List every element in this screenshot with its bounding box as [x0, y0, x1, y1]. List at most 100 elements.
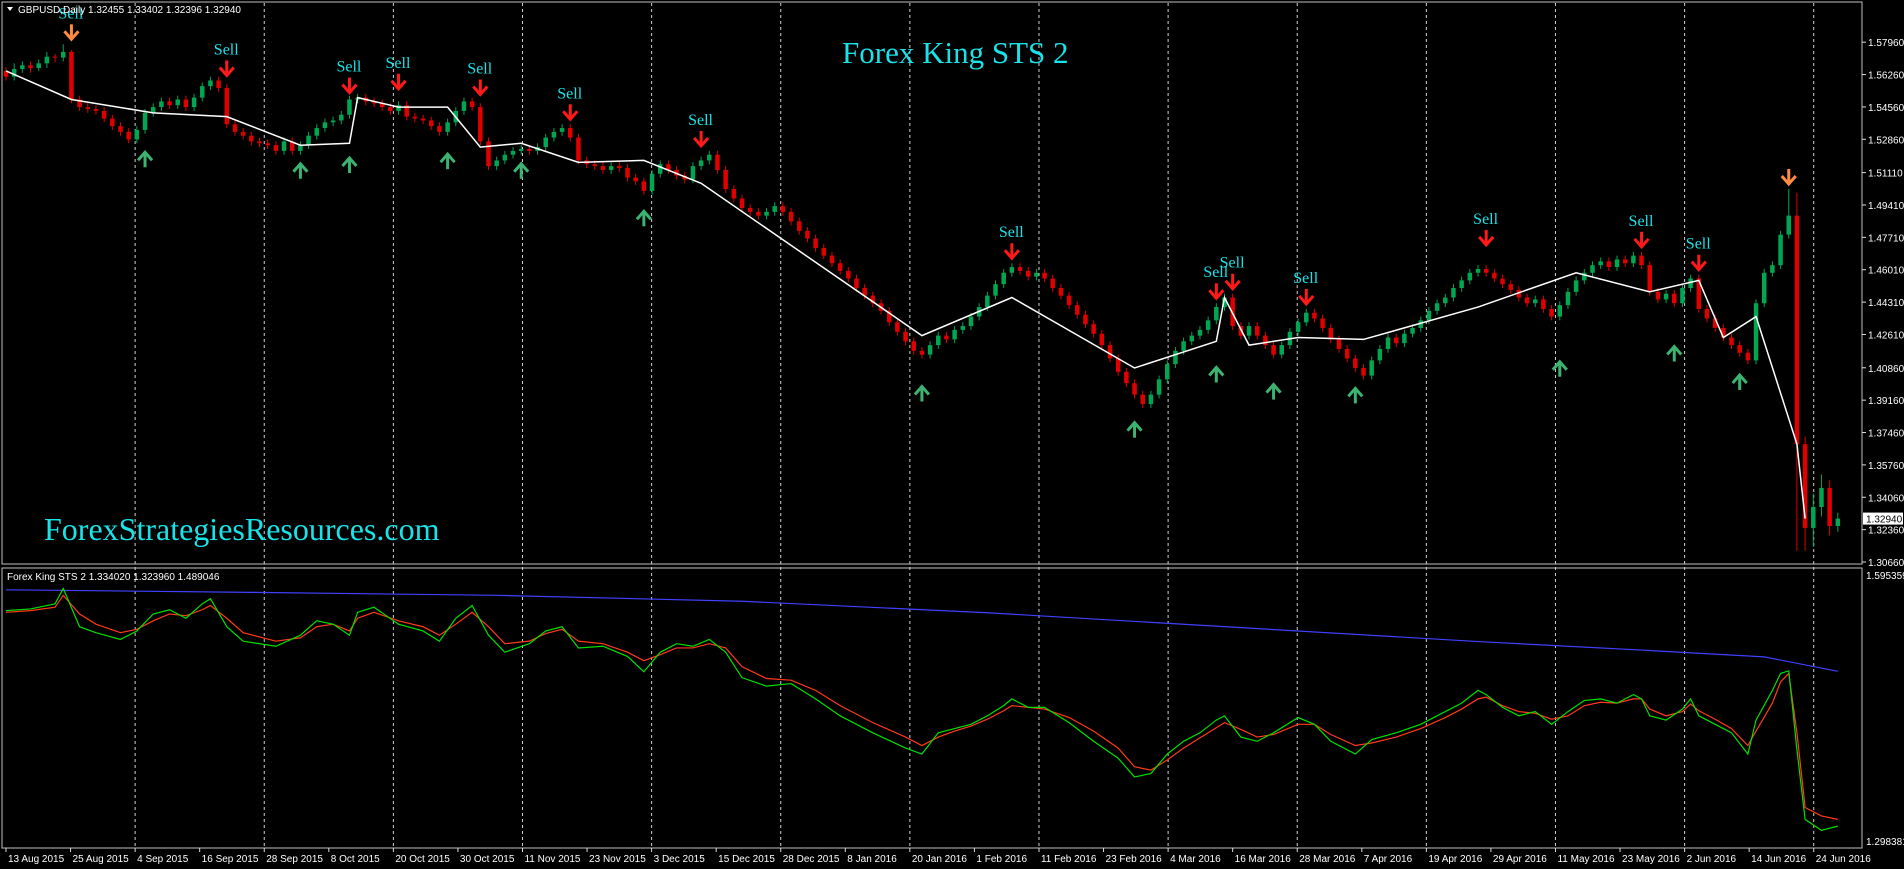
- sell-arrow-icon: [692, 130, 710, 149]
- x-tick-label: 23 May 2016: [1622, 854, 1680, 865]
- sell-arrow-icon: [218, 60, 235, 78]
- watermark: ForexStrategiesResources.com: [44, 511, 440, 547]
- candle: [232, 120, 238, 136]
- y-tick-label: 1.44310: [1868, 298, 1904, 309]
- candle: [249, 131, 254, 146]
- sell-label: Sell: [214, 41, 239, 58]
- x-tick-label: 4 Mar 2016: [1170, 854, 1221, 865]
- candle: [1819, 474, 1824, 517]
- x-tick-label: 28 Mar 2016: [1299, 854, 1356, 865]
- sell-arrow-icon: [1208, 283, 1225, 301]
- candle: [1631, 251, 1636, 268]
- candle: [494, 156, 499, 170]
- candle: [1745, 348, 1751, 365]
- candle: [1320, 314, 1325, 332]
- candle: [1827, 480, 1832, 536]
- x-tick-label: 14 Jun 2016: [1751, 854, 1806, 865]
- candle: [1164, 360, 1170, 384]
- candle: [20, 61, 25, 73]
- candle: [289, 137, 295, 155]
- candle: [927, 341, 933, 359]
- candle: [339, 110, 344, 125]
- candle: [1042, 268, 1047, 283]
- sell-label: Sell: [1629, 213, 1654, 230]
- candle: [134, 126, 140, 144]
- candle: [518, 145, 524, 155]
- candle: [1344, 345, 1350, 363]
- candle: [780, 202, 786, 216]
- candle: [903, 327, 908, 346]
- candle: [911, 337, 916, 355]
- candle: [649, 169, 655, 195]
- candle: [772, 202, 777, 216]
- candle: [306, 131, 311, 150]
- y-tick-label: 1.56260: [1868, 71, 1904, 82]
- candle: [1573, 276, 1579, 296]
- candle: [952, 326, 957, 344]
- candle: [1467, 268, 1473, 285]
- candle: [1614, 255, 1620, 271]
- sell-arrow-icon: [562, 104, 579, 122]
- candle: [1729, 333, 1734, 349]
- candle: [1385, 333, 1391, 353]
- candle: [1434, 299, 1440, 315]
- candle: [682, 171, 688, 184]
- candle: [1672, 289, 1677, 308]
- candle: [1271, 341, 1276, 359]
- sell-arrow-icon: [1003, 243, 1020, 261]
- candle: [543, 133, 548, 151]
- candle: [420, 114, 426, 125]
- buy-arrow-icon: [1731, 372, 1748, 391]
- candle: [559, 124, 565, 136]
- candle: [1737, 341, 1742, 357]
- candle: [666, 160, 671, 174]
- candle: [1786, 188, 1792, 239]
- candle: [944, 331, 949, 344]
- candle: [723, 166, 728, 193]
- candle: [52, 53, 58, 63]
- y-tick-label: 1.52860: [1868, 135, 1904, 146]
- candle: [870, 291, 876, 308]
- y-tick-label: 1.37460: [1868, 429, 1904, 440]
- candle: [641, 177, 647, 195]
- candle: [167, 97, 172, 110]
- current-price-label: 1.32940: [1866, 515, 1903, 526]
- candle: [608, 162, 614, 174]
- candles: [3, 44, 1841, 551]
- sell-arrow-icon: [472, 79, 489, 97]
- candle: [298, 141, 303, 155]
- sell-arrow-icon: [390, 73, 407, 92]
- candle: [330, 116, 336, 127]
- candle: [1066, 291, 1072, 309]
- sell-label: Sell: [1293, 270, 1318, 287]
- candle: [1025, 267, 1031, 281]
- candle: [1156, 375, 1162, 399]
- sell-label: Sell: [58, 5, 83, 22]
- y-tick-label: 1.47710: [1868, 233, 1904, 244]
- sell-arrow-icon: [1298, 288, 1315, 307]
- x-tick-label: 23 Feb 2016: [1106, 854, 1163, 865]
- candle: [1443, 293, 1448, 308]
- x-tick-label: 8 Oct 2015: [331, 854, 380, 865]
- sell-arrow-icon: [1690, 254, 1707, 272]
- indicator-red-line: [5, 594, 1838, 820]
- candle: [175, 95, 180, 110]
- candle: [739, 194, 745, 212]
- candle: [142, 109, 148, 134]
- sell-arrow-icon: [1633, 231, 1650, 250]
- candle: [1312, 308, 1317, 323]
- candle: [1753, 299, 1759, 365]
- candle: [371, 97, 377, 108]
- y-tick-label: 1.35760: [1868, 461, 1904, 472]
- sell-arrow-icon: [1224, 273, 1241, 291]
- x-tick-label: 3 Dec 2015: [654, 854, 706, 865]
- candle: [1704, 305, 1710, 323]
- candle: [1549, 305, 1554, 321]
- sell-arrow-icon: [1478, 229, 1495, 248]
- y-tick-label: 1.30660: [1868, 558, 1904, 569]
- x-tick-label: 20 Jan 2016: [912, 854, 967, 865]
- chevron-down-icon[interactable]: [7, 7, 13, 11]
- candle: [273, 141, 279, 155]
